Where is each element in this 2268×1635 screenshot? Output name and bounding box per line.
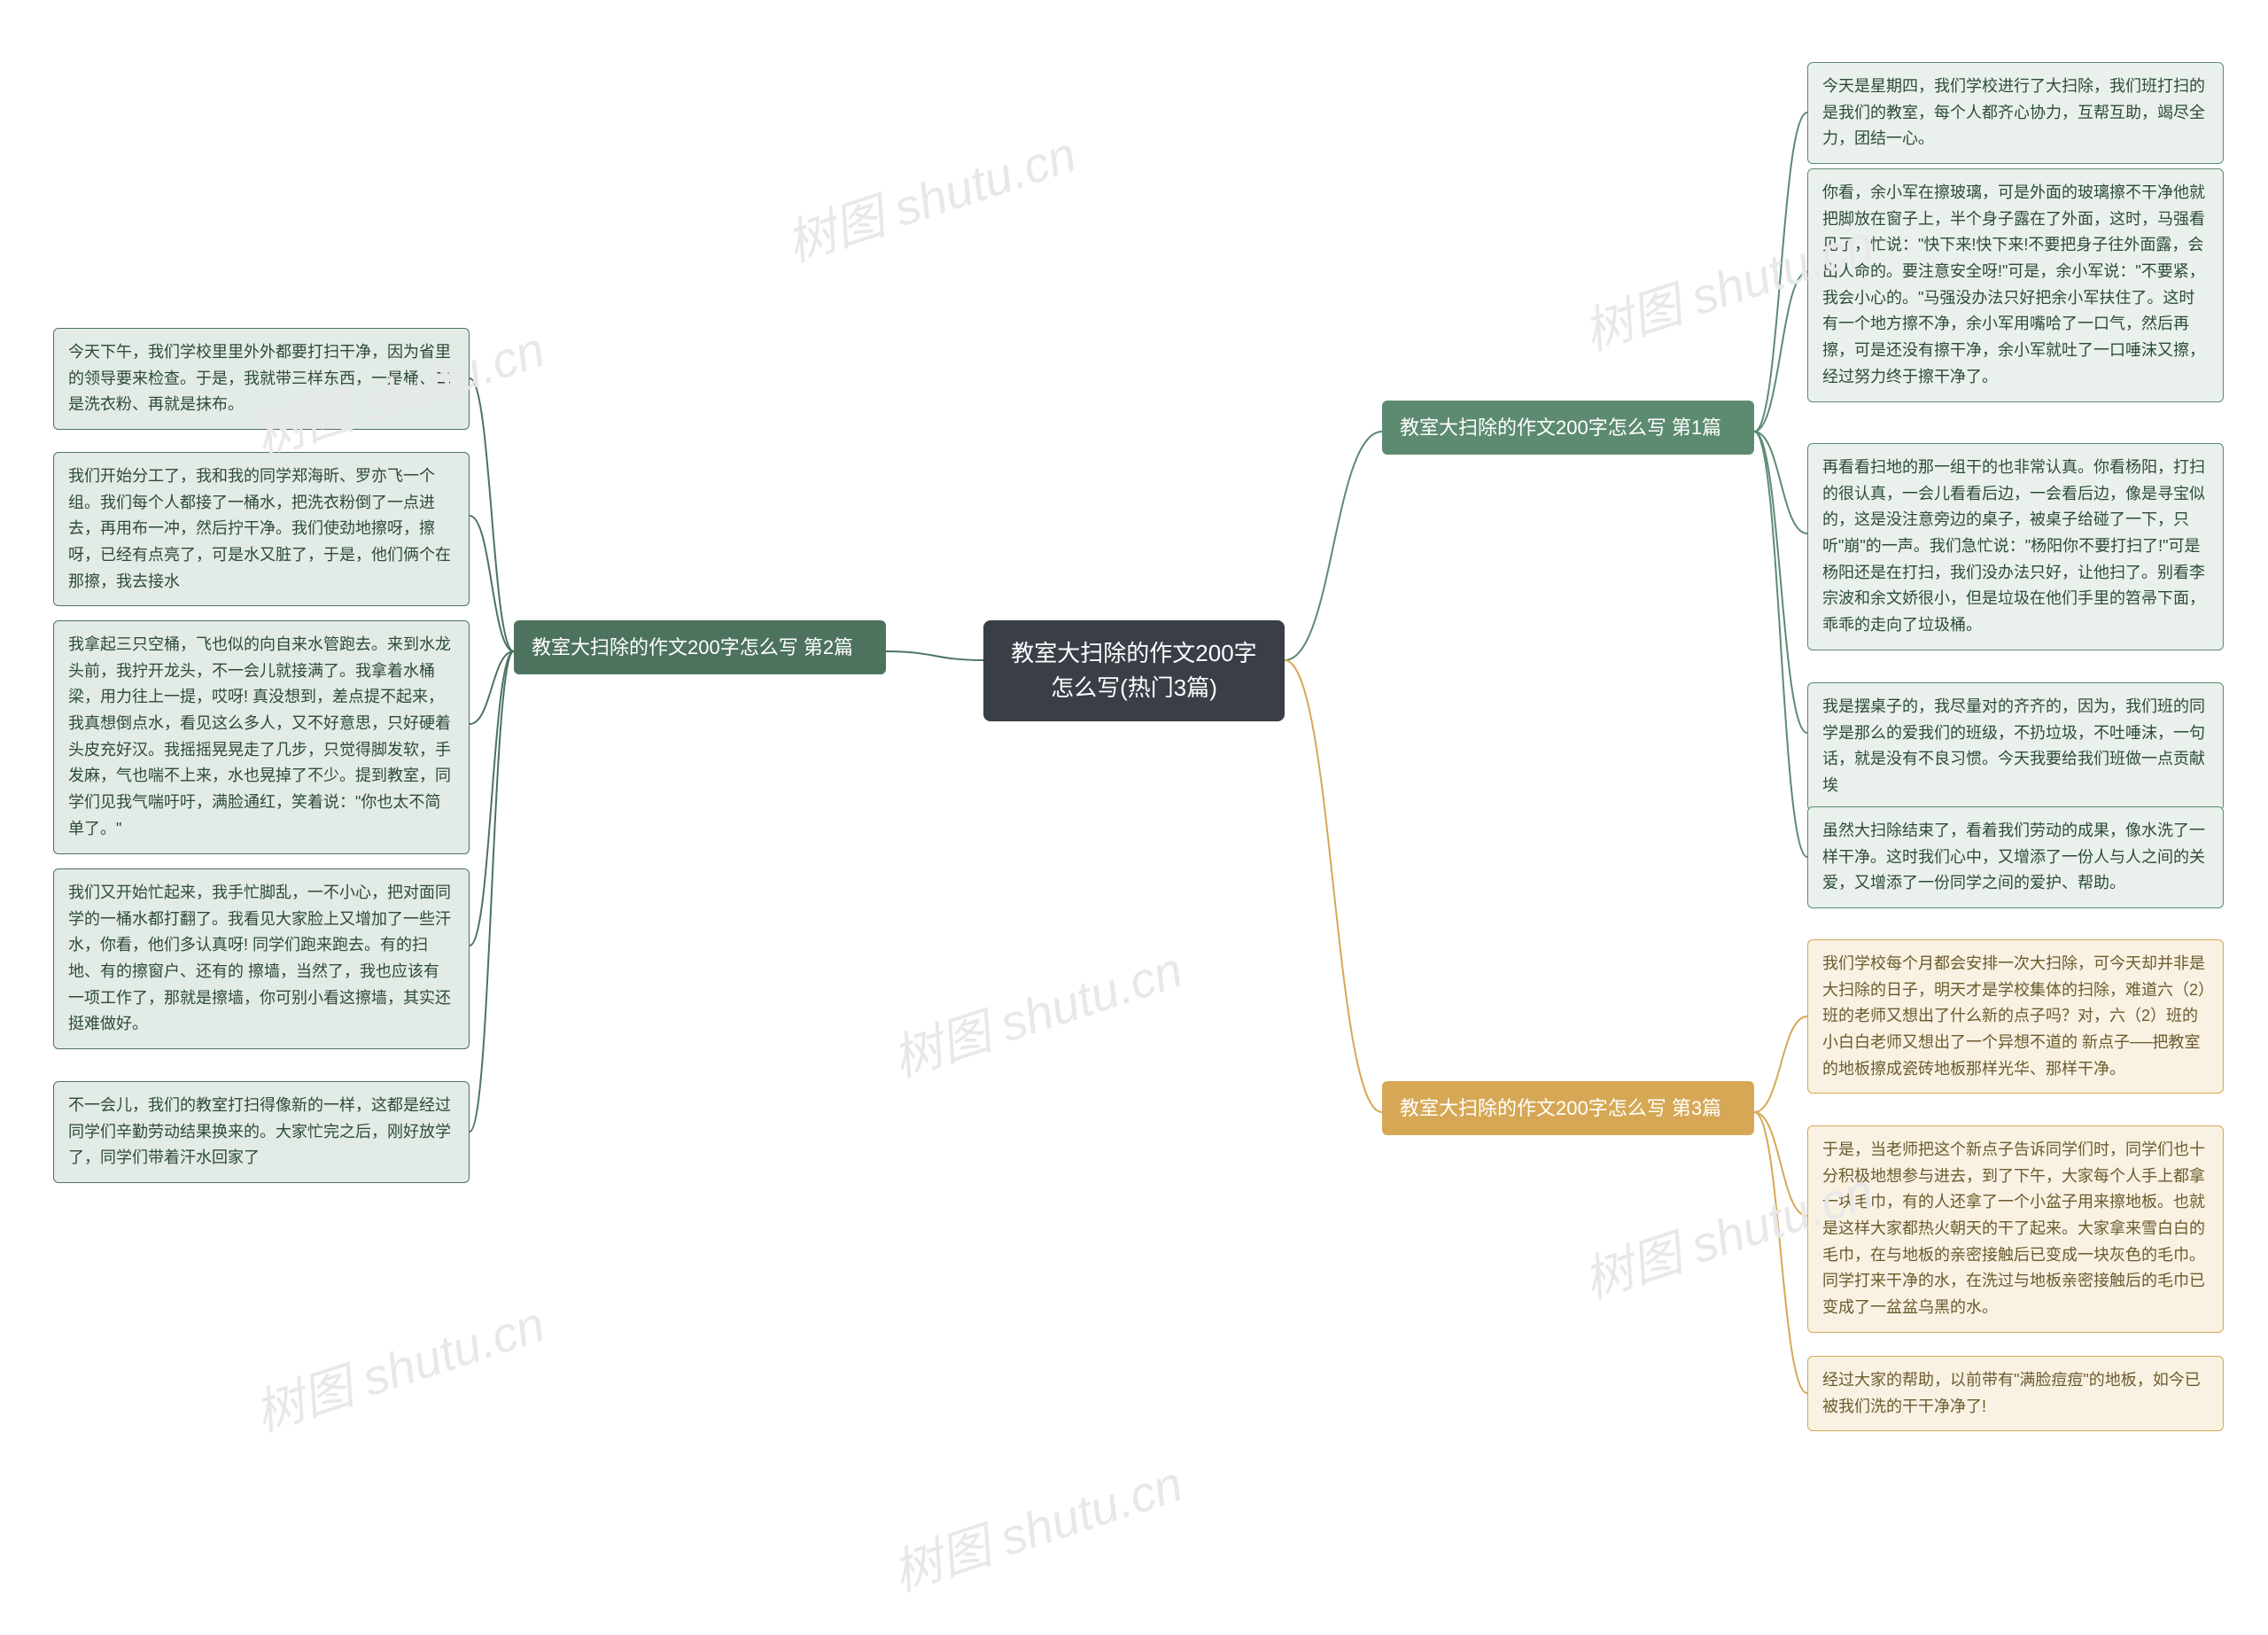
- watermark: 树图 shutu.cn: [882, 930, 1191, 1092]
- leaf-node-1-3: 再看看扫地的那一组干的也非常认真。你看杨阳，打扫的很认真，一会儿看看后边，一会看…: [1807, 443, 2224, 650]
- leaf-node-1-1: 今天是星期四，我们学校进行了大扫除，我们班打扫的是我们的教室，每个人都齐心协力，…: [1807, 62, 2224, 164]
- leaf-node-2-3: 我拿起三只空桶，飞也似的向自来水管跑去。来到水龙头前，我拧开龙头，不一会儿就接满…: [53, 620, 470, 854]
- watermark: 树图 shutu.cn: [245, 1285, 553, 1446]
- leaf-node-1-5: 虽然大扫除结束了，看着我们劳动的成果，像水洗了一样干净。这时我们心中，又增添了一…: [1807, 806, 2224, 908]
- leaf-node-2-2: 我们开始分工了，我和我的同学郑海昕、罗亦飞一个组。我们每个人都接了一桶水，把洗衣…: [53, 452, 470, 606]
- leaf-node-3-1: 我们学校每个月都会安排一次大扫除，可今天却并非是大扫除的日子，明天才是学校集体的…: [1807, 939, 2224, 1094]
- leaf-node-3-2: 于是，当老师把这个新点子告诉同学们时，同学们也十分积极地想参与进去，到了下午，大…: [1807, 1125, 2224, 1333]
- leaf-node-1-4: 我是摆桌子的，我尽量对的齐齐的，因为，我们班的同学是那么的爱我们的班级，不扔垃圾…: [1807, 682, 2224, 811]
- center-node: 教室大扫除的作文200字怎么写(热门3篇): [983, 620, 1285, 721]
- watermark: 树图 shutu.cn: [882, 1444, 1191, 1606]
- leaf-node-2-4: 我们又开始忙起来，我手忙脚乱，一不小心，把对面同学的一桶水都打翻了。我看见大家脸…: [53, 868, 470, 1049]
- leaf-node-2-5: 不一会儿，我们的教室打扫得像新的一样，这都是经过同学们辛勤劳动结果换来的。大家忙…: [53, 1081, 470, 1183]
- watermark: 树图 shutu.cn: [776, 115, 1084, 276]
- leaf-node-3-3: 经过大家的帮助，以前带有"满脸痘痘"的地板，如今已被我们洗的干干净净了!: [1807, 1356, 2224, 1431]
- leaf-node-2-1: 今天下午，我们学校里里外外都要打扫干净，因为省里的领导要来检查。于是，我就带三样…: [53, 328, 470, 430]
- branch-node-2: 教室大扫除的作文200字怎么写 第2篇: [514, 620, 886, 674]
- leaf-node-1-2: 你看，余小军在擦玻璃，可是外面的玻璃擦不干净他就把脚放在窗子上，半个身子露在了外…: [1807, 168, 2224, 402]
- branch-node-1: 教室大扫除的作文200字怎么写 第1篇: [1382, 401, 1754, 455]
- branch-node-3: 教室大扫除的作文200字怎么写 第3篇: [1382, 1081, 1754, 1135]
